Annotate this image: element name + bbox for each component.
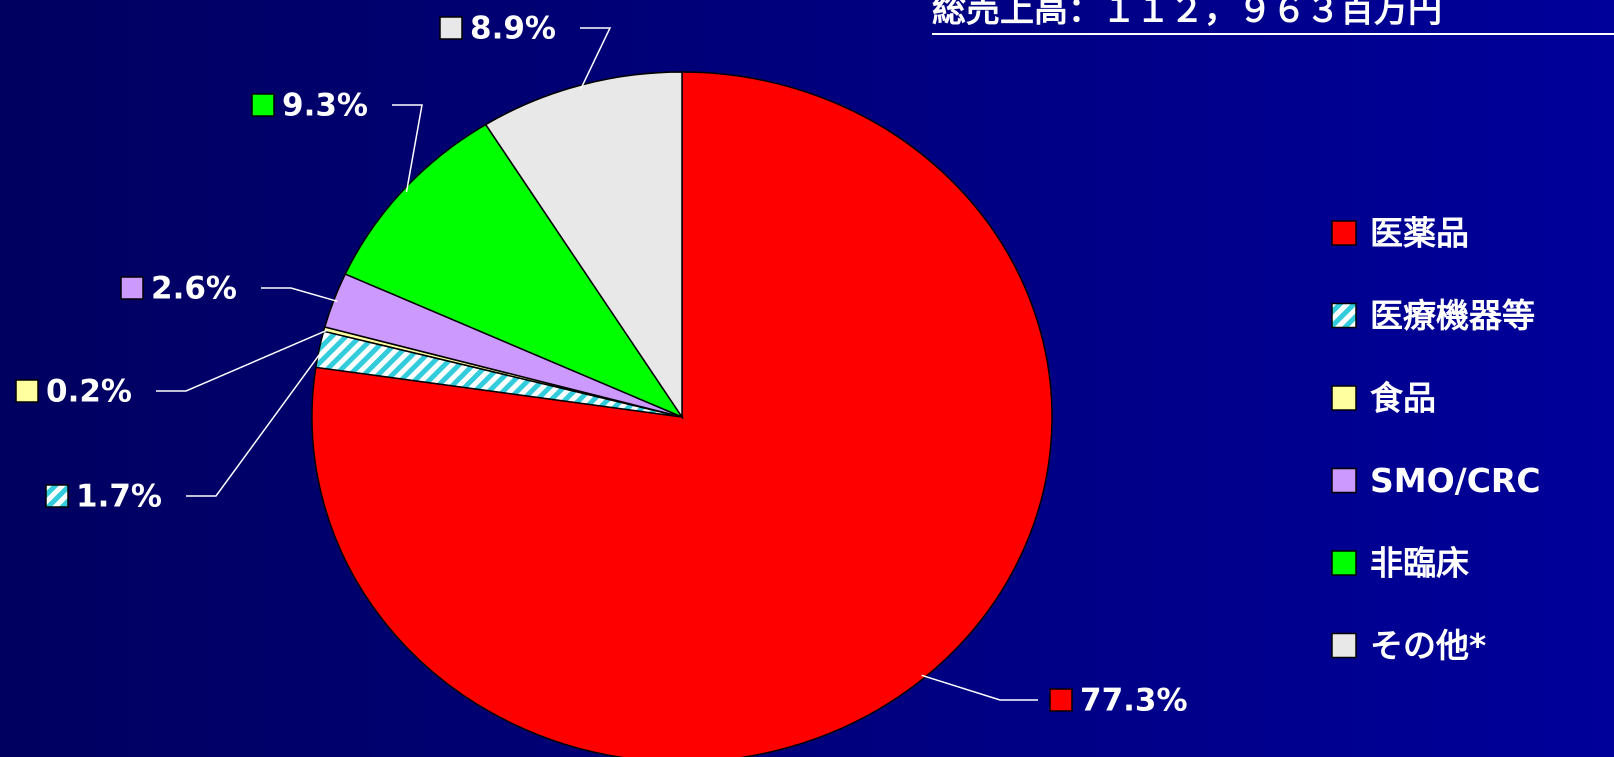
legend-swatch <box>1331 302 1357 329</box>
legend-swatch <box>1331 220 1357 246</box>
pie-slice <box>344 123 685 419</box>
label-swatch <box>15 379 39 403</box>
legend-label: 医療機器等 <box>1370 296 1535 335</box>
data-label: 9.3% <box>282 88 368 124</box>
data-label: 2.6% <box>151 271 237 307</box>
legend-label: 食品 <box>1370 379 1436 418</box>
label-swatch <box>439 16 463 40</box>
leader-line <box>580 27 612 90</box>
legend-swatch <box>1331 632 1357 659</box>
leader-line <box>186 349 324 497</box>
data-label: 0.2% <box>46 374 132 410</box>
legend-label: 医薬品 <box>1370 214 1469 253</box>
leader-line <box>156 329 329 392</box>
chart-title: 総売上高：１１２，９６３百万円 <box>932 0 1442 31</box>
legend-swatch <box>1331 467 1357 494</box>
data-label: 1.7% <box>76 479 162 515</box>
legend-label: その他* <box>1370 626 1486 665</box>
legend-label: SMO/CRC <box>1370 461 1541 500</box>
pie-slice <box>311 71 1053 757</box>
label-swatch <box>45 484 69 508</box>
leader-line <box>921 674 1038 701</box>
legend-swatch <box>1331 550 1357 576</box>
legend-label: 非臨床 <box>1370 544 1469 583</box>
label-swatch <box>120 276 144 300</box>
legend-swatch <box>1331 385 1357 411</box>
data-label: 77.3% <box>1080 683 1188 719</box>
label-swatch <box>1049 688 1073 712</box>
label-swatch <box>251 93 275 117</box>
leader-line <box>392 104 423 193</box>
pie-slice <box>484 71 683 420</box>
data-label: 8.9% <box>470 11 556 47</box>
leader-line <box>261 287 338 303</box>
